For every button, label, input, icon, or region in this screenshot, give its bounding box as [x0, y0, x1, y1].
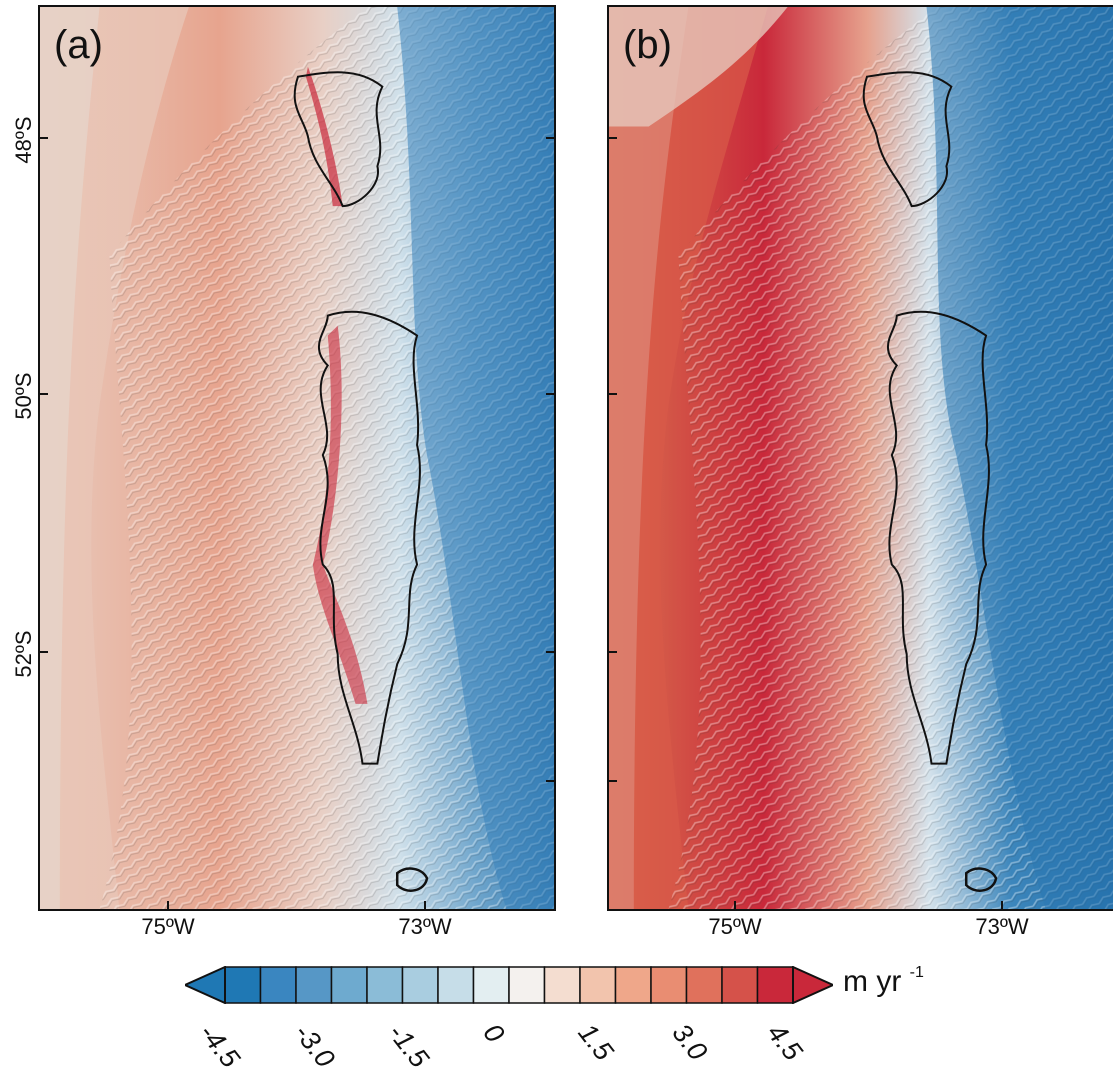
colorbar-cell [685, 966, 723, 1004]
icefield-outline-gcn [395, 867, 429, 892]
lat-tick [38, 137, 48, 139]
icefield-outline-south [317, 310, 421, 765]
map-b-raster [609, 7, 1113, 909]
lon-label-75-b: 75ºW [708, 914, 762, 939]
colorbar-cell [259, 966, 297, 1004]
lat-tick [546, 780, 556, 782]
colorbar-tick-label: -4.5 [193, 1018, 246, 1074]
lon-tick [1001, 901, 1003, 911]
colorbar-high-arrow [792, 966, 833, 1004]
colorbar-low-arrow [185, 966, 226, 1004]
lat-label-50: 50ºS [11, 372, 36, 420]
lon-tick [424, 901, 426, 911]
map-a-raster [40, 7, 554, 909]
lon-label-73-b: 73ºW [975, 914, 1029, 939]
lon-label-75-a: 75ºW [141, 914, 195, 939]
colorbar-cell [756, 966, 794, 1004]
lat-tick [38, 651, 48, 653]
colorbar-tick-label: 4.5 [761, 1018, 809, 1067]
colorbar-cell [366, 966, 404, 1004]
lat-label-48: 48ºS [11, 116, 36, 164]
colorbar-cell [330, 966, 368, 1004]
lat-tick [546, 393, 556, 395]
colorbar-tick-label: -3.0 [288, 1018, 341, 1074]
lat-tick [546, 651, 556, 653]
panel-label-b: (b) [623, 23, 672, 67]
lat-tick [546, 137, 556, 139]
colorbar-cell [721, 966, 759, 1004]
lat-tick [607, 137, 617, 139]
colorbar-tick-label: 3.0 [666, 1018, 714, 1067]
colorbar-cell [614, 966, 652, 1004]
lon-label-73-a: 73ºW [398, 914, 452, 939]
colorbar-cell [224, 966, 262, 1004]
colorbar-cell [472, 966, 510, 1004]
icefield-outline-south [886, 310, 990, 765]
colorbar-cell [401, 966, 439, 1004]
lat-tick [607, 393, 617, 395]
colorbar-cell [437, 966, 475, 1004]
lat-label-52: 52ºS [11, 630, 36, 678]
colorbar-cell [508, 966, 546, 1004]
icefield-outline-north [862, 71, 953, 208]
colorbar-cell [295, 966, 333, 1004]
lat-tick [607, 651, 617, 653]
colorbar-cell [579, 966, 617, 1004]
lon-tick [734, 901, 736, 911]
colorbar-cell [650, 966, 688, 1004]
colorbar-tick-label: 0 [477, 1018, 511, 1049]
colorbar-unit: m yr -1 [843, 964, 924, 998]
lon-tick [167, 901, 169, 911]
map-panel-a: (a) [38, 5, 556, 911]
colorbar-tick-label: -1.5 [382, 1018, 435, 1074]
map-panel-b: (b) [607, 5, 1113, 911]
colorbar-cell [543, 966, 581, 1004]
icefield-outline-gcn [964, 867, 998, 892]
lat-tick [38, 393, 48, 395]
colorbar-tick-label: 1.5 [572, 1018, 619, 1067]
icefield-outline-north [293, 71, 384, 208]
colorbar [185, 966, 833, 1004]
lat-tick [607, 780, 617, 782]
panel-label-a: (a) [54, 23, 103, 67]
